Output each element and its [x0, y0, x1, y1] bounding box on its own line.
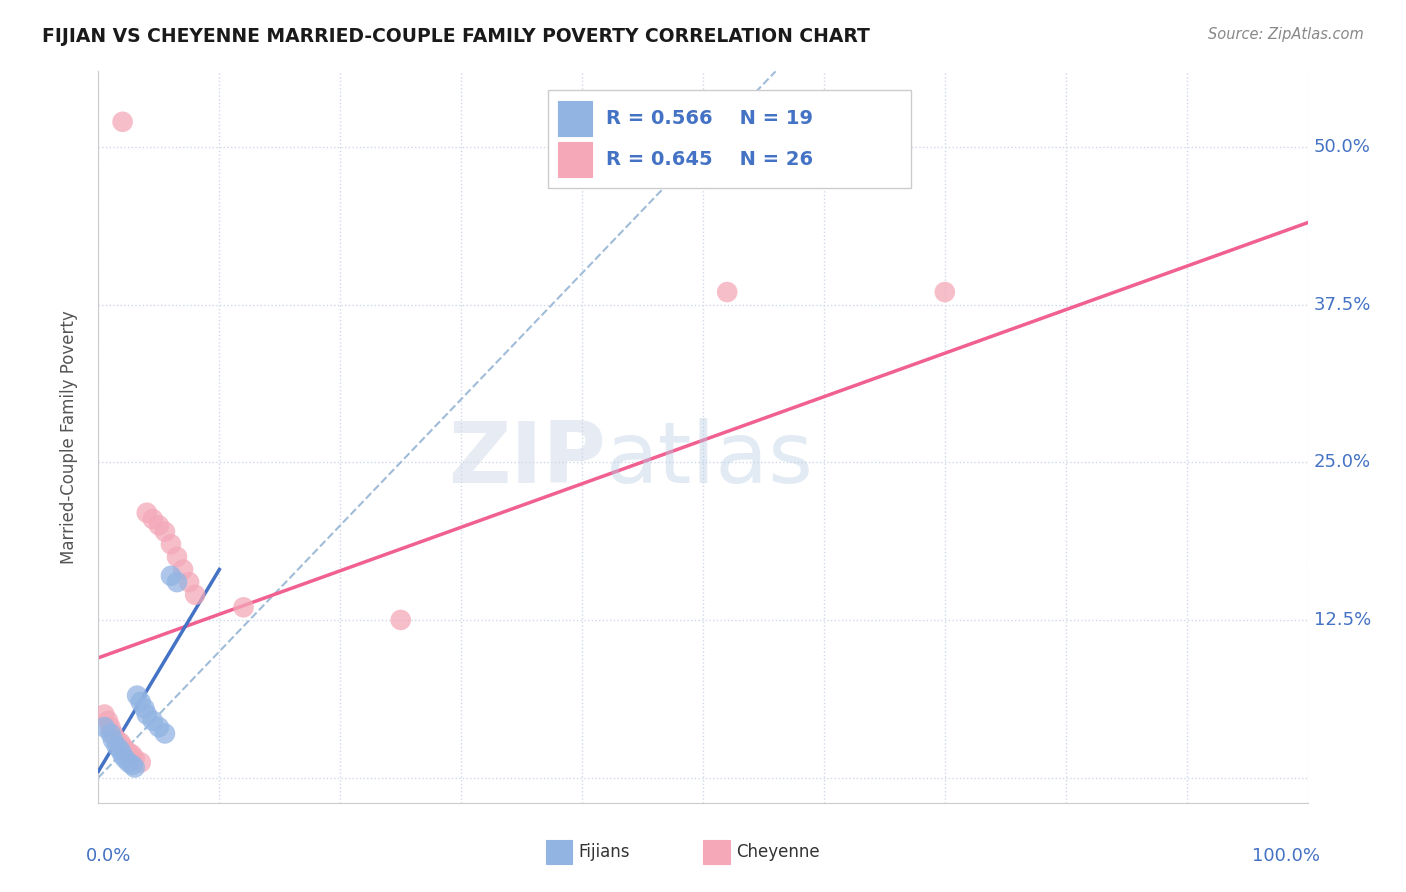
Point	[135, 506, 157, 520]
Text: 37.5%: 37.5%	[1313, 295, 1371, 314]
Point	[142, 714, 165, 728]
Point	[100, 720, 122, 734]
Point	[166, 575, 188, 590]
Point	[93, 720, 115, 734]
Point	[124, 760, 146, 774]
Text: Fijians: Fijians	[578, 843, 630, 861]
Bar	[703, 840, 730, 863]
Point	[93, 707, 115, 722]
Bar	[558, 101, 592, 136]
Point	[148, 720, 170, 734]
Point	[153, 524, 176, 539]
Bar	[558, 143, 592, 178]
Text: atlas: atlas	[606, 417, 814, 500]
Point	[108, 735, 131, 749]
Point	[135, 707, 157, 722]
Point	[148, 518, 170, 533]
Text: R = 0.566    N = 19: R = 0.566 N = 19	[606, 109, 813, 128]
Point	[153, 726, 176, 740]
Text: Source: ZipAtlas.com: Source: ZipAtlas.com	[1208, 27, 1364, 42]
Point	[134, 701, 156, 715]
Text: Cheyenne: Cheyenne	[735, 843, 820, 861]
Point	[184, 588, 207, 602]
Point	[129, 695, 152, 709]
Text: 25.0%: 25.0%	[1313, 453, 1371, 471]
Point	[124, 752, 146, 766]
Point	[100, 726, 122, 740]
Point	[108, 743, 131, 757]
Point	[101, 732, 124, 747]
Text: R = 0.645    N = 26: R = 0.645 N = 26	[606, 151, 814, 169]
Point	[97, 714, 120, 728]
Point	[232, 600, 254, 615]
Y-axis label: Married-Couple Family Poverty: Married-Couple Family Poverty	[59, 310, 77, 564]
Point	[114, 752, 136, 766]
Bar	[548, 89, 911, 188]
Point	[114, 743, 136, 757]
Point	[111, 115, 134, 129]
Point	[179, 575, 201, 590]
Point	[172, 562, 194, 576]
Point	[111, 739, 134, 753]
Point	[716, 285, 738, 299]
Text: 12.5%: 12.5%	[1313, 611, 1371, 629]
Text: 0.0%: 0.0%	[86, 847, 132, 864]
Point	[101, 726, 124, 740]
Text: ZIP: ZIP	[449, 417, 606, 500]
Point	[127, 689, 149, 703]
Point	[166, 549, 188, 564]
Text: FIJIAN VS CHEYENNE MARRIED-COUPLE FAMILY POVERTY CORRELATION CHART: FIJIAN VS CHEYENNE MARRIED-COUPLE FAMILY…	[42, 27, 870, 45]
Point	[121, 747, 143, 762]
Point	[389, 613, 412, 627]
Point	[111, 747, 134, 762]
Point	[934, 285, 956, 299]
Point	[105, 732, 128, 747]
Point	[142, 512, 165, 526]
Text: 50.0%: 50.0%	[1313, 138, 1371, 156]
Point	[160, 569, 183, 583]
Point	[118, 756, 141, 770]
Point	[118, 745, 141, 759]
Text: 100.0%: 100.0%	[1251, 847, 1320, 864]
Point	[121, 758, 143, 772]
Point	[105, 739, 128, 753]
Point	[129, 756, 152, 770]
Bar	[546, 840, 572, 863]
Point	[160, 537, 183, 551]
